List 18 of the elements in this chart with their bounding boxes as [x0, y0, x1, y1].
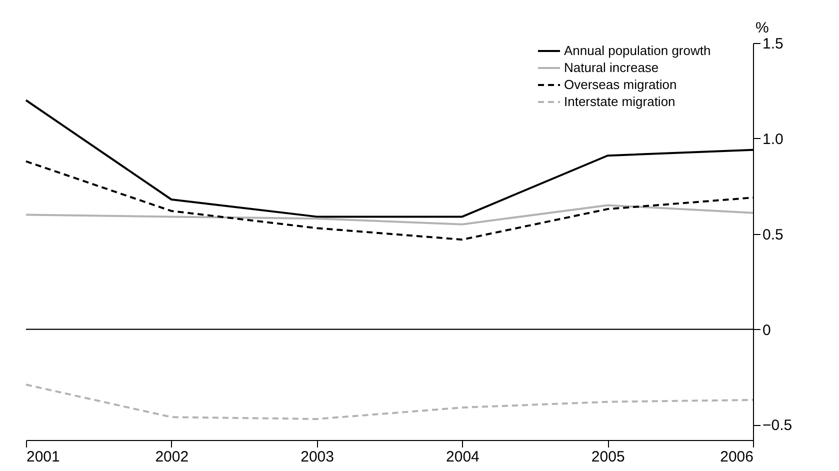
- x-tick-label: 2005: [591, 448, 625, 466]
- legend-label: Interstate migration: [564, 94, 676, 109]
- x-tick-label: 2004: [446, 448, 480, 466]
- x-tick-label: 2002: [155, 448, 189, 466]
- y-axis-title: %: [756, 20, 769, 36]
- x-tick-label: 2006: [720, 448, 754, 466]
- y-tick-label: −0.5: [762, 417, 792, 434]
- y-tick-label: 1.0: [762, 130, 784, 148]
- legend-label: Overseas migration: [564, 77, 677, 92]
- legend-label: Natural increase: [564, 60, 659, 75]
- legend-label: Annual population growth: [564, 43, 711, 58]
- x-tick-label: 2003: [300, 448, 334, 466]
- x-tick-label: 2001: [26, 448, 60, 466]
- line-series: [25, 204, 754, 226]
- y-tick-label: 1.5: [762, 36, 784, 52]
- line-series: [25, 384, 754, 420]
- y-tick-label: 0: [762, 322, 771, 339]
- y-tick-label: 0.5: [762, 226, 784, 244]
